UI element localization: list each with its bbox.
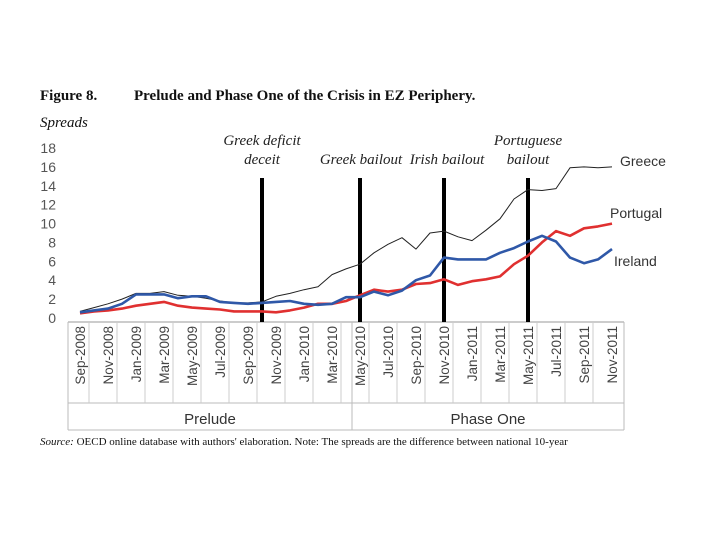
x-tick-label: Mar-2009 [157, 326, 172, 384]
y-tick-label: 8 [48, 234, 56, 250]
phase-label: Phase One [450, 411, 525, 428]
event-annotation: bailout [507, 152, 550, 168]
y-tick-label: 0 [48, 310, 56, 326]
x-tick-label: Jul-2010 [381, 326, 396, 378]
figure-number: Figure 8. [40, 88, 98, 104]
figure-title-text: Prelude and Phase One of the Crisis in E… [134, 88, 476, 104]
x-tick-label: Sep-2011 [577, 326, 592, 384]
source-label: Source: [40, 436, 74, 448]
y-tick-label: 16 [40, 159, 56, 175]
x-tick-label: Nov-2008 [101, 326, 116, 385]
x-tick-label: Jul-2009 [213, 326, 228, 378]
x-tick-label: Nov-2009 [269, 326, 284, 385]
source-text: OECD online database with authors' elabo… [76, 436, 568, 448]
y-axis-units: Spreads [40, 115, 88, 131]
x-tick-label: Sep-2009 [241, 326, 256, 385]
y-tick-label: 2 [48, 291, 56, 307]
series-line-ireland [79, 234, 613, 314]
x-tick-label: May-2010 [353, 326, 368, 386]
x-tick-label: May-2009 [185, 326, 200, 386]
series-label-portugal: Portugal [610, 205, 662, 221]
x-tick-label: May-2011 [521, 326, 536, 385]
event-annotation: deceit [244, 152, 281, 168]
series-label-greece: Greece [620, 153, 666, 169]
series-line-portugal [79, 222, 613, 315]
y-tick-label: 10 [40, 216, 56, 232]
phase-label: Prelude [184, 411, 236, 428]
figure-title: Figure 8. Prelude and Phase One of the Cr… [40, 88, 475, 105]
event-annotation: Portuguese [493, 133, 563, 149]
y-tick-label: 6 [48, 253, 56, 269]
y-tick-label: 4 [48, 272, 56, 288]
event-annotation: Greek deficit [223, 133, 301, 149]
event-annotation: Irish bailout [409, 152, 485, 168]
event-annotation: Greek bailout [320, 152, 403, 168]
y-tick-label: 12 [40, 197, 56, 213]
series-label-ireland: Ireland [614, 253, 657, 269]
x-tick-label: Jan-2009 [129, 326, 144, 382]
y-tick-label: 18 [40, 140, 56, 156]
x-tick-label: Sep-2008 [73, 326, 88, 385]
series-line-greece [79, 166, 613, 312]
source-note: Source: OECD online database with author… [40, 436, 568, 448]
y-tick-label: 14 [40, 178, 56, 194]
x-tick-label: Nov-2011 [605, 326, 620, 384]
x-tick-label: Nov-2010 [437, 326, 452, 385]
x-tick-label: Jan-2011 [465, 326, 480, 381]
x-tick-label: Jul-2011 [549, 326, 564, 377]
x-tick-label: Sep-2010 [409, 326, 424, 385]
x-tick-label: Mar-2011 [493, 326, 508, 383]
x-tick-label: Mar-2010 [325, 326, 340, 384]
x-tick-label: Jan-2010 [297, 326, 312, 382]
